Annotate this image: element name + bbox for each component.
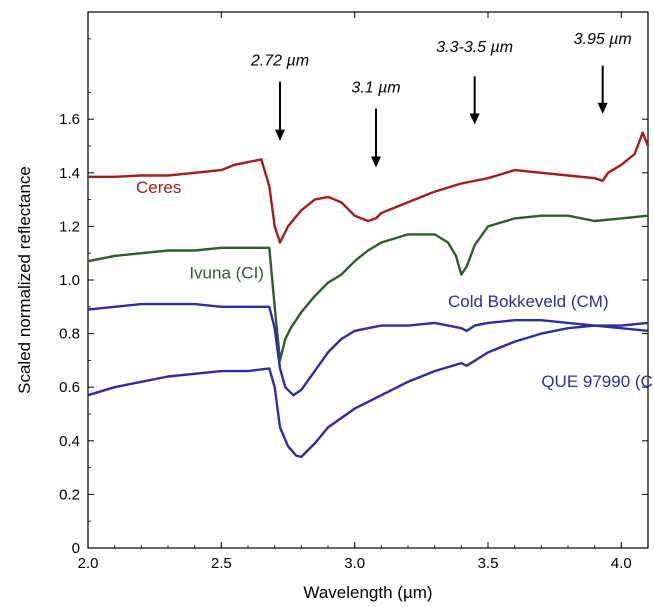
series-lines	[87, 131, 650, 459]
annotation-arrow-head	[597, 102, 608, 114]
annotation-label: 3.95 µm	[574, 31, 632, 48]
annotation-label: 2.72 µm	[250, 53, 309, 70]
series-label: QUE 97990 (CM)	[541, 372, 654, 391]
y-tick-label: 1.6	[59, 111, 80, 128]
x-tick-label: 3.0	[344, 555, 365, 572]
y-tick-label: 0	[72, 540, 80, 557]
y-tick-label: 1.0	[59, 272, 80, 289]
series-label: Ivuna (CI)	[189, 264, 264, 283]
wavelength-annotations: 2.72 µm 3.1 µm 3.3-3.5 µm 3.95 µm	[250, 31, 632, 168]
annotation-arrow-head	[371, 156, 381, 168]
annotation-label: 3.1 µm	[351, 79, 400, 96]
series-label: Cold Bokkeveld (CM)	[448, 292, 609, 311]
y-axis-title: Scaled normalized reflectance	[15, 166, 34, 394]
y-tick-label: 1.4	[59, 165, 80, 182]
x-tick-label: 2.0	[78, 555, 99, 572]
y-tick-label: 0.6	[59, 379, 80, 396]
x-axis-title: Wavelength (µm)	[303, 583, 432, 602]
series-line-que-97990-cm	[87, 321, 649, 459]
series-line-ivuna-ci	[87, 214, 649, 362]
y-tick-label: 0.4	[59, 433, 80, 450]
x-tick-label: 2.5	[211, 555, 232, 572]
series-label: Ceres	[136, 178, 181, 197]
axis-ticks: 2.0 2.5 3.0 3.5 4.0 0 0.2 0.4 0.6 0.8 1.0 1.2 1.4 1.6	[59, 12, 648, 572]
series-line-cold-bokkeveld-cm	[87, 302, 649, 397]
y-tick-label: 0.2	[59, 486, 80, 503]
y-tick-label: 1.2	[59, 218, 80, 235]
x-tick-label: 3.5	[478, 555, 499, 572]
annotation-arrow-head	[275, 129, 285, 141]
annotation-arrow-head	[469, 113, 480, 125]
annotation-label: 3.3-3.5 µm	[436, 39, 513, 56]
y-tick-label: 0.8	[59, 326, 80, 343]
series-labels: Ceres Ivuna (CI) Cold Bokkeveld (CM) QUE 97…	[136, 178, 654, 391]
series-line-ceres	[88, 131, 650, 244]
x-tick-label: 4.0	[611, 555, 632, 572]
